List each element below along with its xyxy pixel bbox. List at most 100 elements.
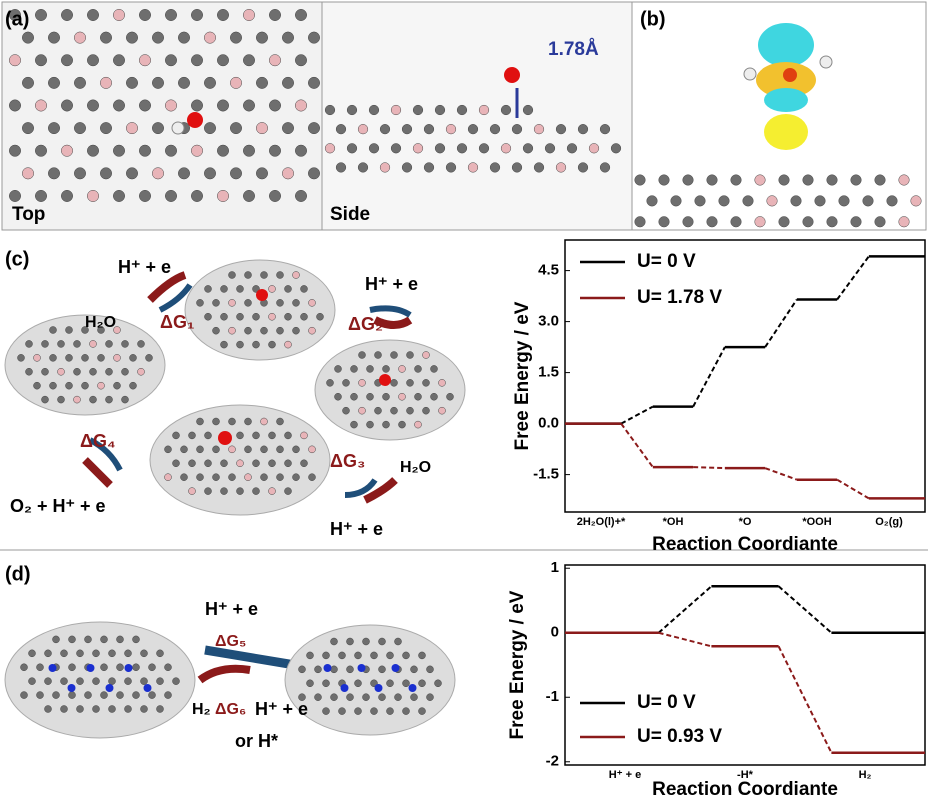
atom xyxy=(682,216,694,228)
atom xyxy=(100,167,112,180)
arrow xyxy=(369,305,412,318)
atom xyxy=(406,406,414,415)
atom xyxy=(282,31,294,44)
atom xyxy=(730,216,742,228)
atom xyxy=(9,54,21,67)
atom xyxy=(910,195,922,207)
atom-n xyxy=(340,684,349,692)
atom xyxy=(204,76,216,89)
slab xyxy=(184,259,336,361)
atom xyxy=(368,143,380,154)
slab xyxy=(314,339,466,441)
atom xyxy=(398,420,406,429)
legend-label: U= 0.93 V xyxy=(637,726,722,747)
atom xyxy=(191,9,203,21)
atom xyxy=(260,271,268,279)
atom xyxy=(357,124,369,135)
atom xyxy=(41,395,49,404)
atom xyxy=(220,459,228,468)
atom xyxy=(434,143,446,154)
atom xyxy=(276,271,284,279)
annotation: ΔG₄ xyxy=(80,431,116,451)
atom xyxy=(129,354,137,362)
atom xyxy=(401,124,413,135)
atom xyxy=(354,679,362,688)
connector xyxy=(836,255,870,301)
atom xyxy=(196,299,204,307)
atom xyxy=(300,431,308,440)
atom xyxy=(57,395,65,404)
atom xyxy=(282,76,294,89)
atom xyxy=(544,143,556,154)
annotation: ΔG₃ xyxy=(330,451,365,471)
annotation: 1.78Å xyxy=(548,39,599,60)
panel-a-side xyxy=(321,1,633,231)
atom xyxy=(137,340,145,348)
atom xyxy=(260,445,268,454)
atom xyxy=(76,705,84,713)
atom xyxy=(555,162,567,173)
atom xyxy=(533,124,545,135)
atom xyxy=(378,665,386,674)
atom xyxy=(36,691,44,699)
atom xyxy=(230,76,242,89)
atom xyxy=(335,162,347,173)
atom xyxy=(22,167,34,180)
atom xyxy=(113,381,121,390)
atom xyxy=(406,351,414,359)
atom xyxy=(87,9,99,21)
atom-n xyxy=(124,664,133,672)
atom xyxy=(358,406,366,415)
atom xyxy=(382,392,390,401)
atom xyxy=(533,162,545,173)
atom xyxy=(116,635,124,644)
atom-n xyxy=(105,684,114,692)
atom xyxy=(338,707,346,715)
arrow xyxy=(373,316,413,329)
atom xyxy=(230,167,242,180)
atom xyxy=(382,420,390,429)
atom xyxy=(298,665,306,674)
atom xyxy=(386,679,394,688)
atom xyxy=(132,635,140,644)
x-axis-label: Reaction Coordiante xyxy=(652,534,838,555)
atom xyxy=(511,124,523,135)
atom xyxy=(414,420,422,429)
atom xyxy=(165,54,177,67)
atom xyxy=(295,99,307,112)
atom xyxy=(295,9,307,21)
atom xyxy=(379,124,391,135)
atom xyxy=(243,99,255,112)
annotation: H⁺ + e xyxy=(330,519,383,539)
atom xyxy=(658,216,670,228)
atom xyxy=(269,189,281,202)
connector xyxy=(620,423,654,468)
atom xyxy=(401,162,413,173)
atom xyxy=(269,54,281,67)
atom xyxy=(156,677,164,685)
atom xyxy=(236,285,244,293)
slab xyxy=(4,314,166,416)
x-tick-label: -H* xyxy=(737,769,754,781)
atom xyxy=(100,31,112,44)
atom xyxy=(217,99,229,112)
atom xyxy=(44,705,52,713)
atom xyxy=(260,326,268,335)
atom xyxy=(139,99,151,112)
atom xyxy=(898,216,910,228)
atom xyxy=(87,144,99,157)
atom xyxy=(113,99,125,112)
atom xyxy=(236,431,244,440)
atom xyxy=(108,649,116,658)
atom xyxy=(478,104,490,116)
atom xyxy=(92,677,100,685)
atom xyxy=(87,99,99,112)
atom xyxy=(49,381,57,390)
atom xyxy=(204,487,212,495)
atom xyxy=(92,649,100,658)
atom xyxy=(74,31,86,44)
atom xyxy=(73,340,81,348)
atom xyxy=(140,705,148,713)
atom xyxy=(124,705,132,713)
